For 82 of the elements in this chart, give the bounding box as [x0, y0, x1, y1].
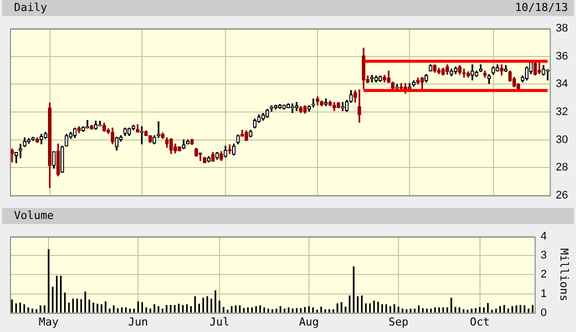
x-tick-label: Oct [470, 315, 490, 328]
x-tick-label: Jul [210, 315, 230, 328]
candlestick [332, 102, 336, 111]
candlestick [524, 66, 529, 80]
candlestick [370, 74, 374, 82]
candlestick [445, 64, 450, 75]
candlestick [60, 146, 64, 173]
candlestick [416, 78, 420, 85]
candlestick [236, 134, 240, 144]
candlestick [500, 64, 504, 76]
x-tick-label: Sep [388, 315, 408, 328]
y-tick-label: 2 [540, 268, 547, 281]
candlestick [178, 146, 182, 152]
candlestick [110, 128, 114, 144]
candlestick [362, 48, 366, 90]
y-tick-label: 32 [556, 106, 568, 118]
candlestick [378, 76, 382, 82]
candlestick [244, 130, 248, 141]
candlestick [136, 124, 140, 132]
candlestick [441, 68, 445, 76]
candlestick [165, 137, 169, 148]
y-tick-label: 26 [556, 189, 568, 202]
candlestick [320, 100, 324, 106]
candlestick [312, 98, 316, 108]
candlestick [18, 144, 22, 158]
candlestick [278, 104, 282, 109]
candlestick [261, 113, 265, 121]
chart-title: Daily [14, 0, 48, 16]
y-tick-label: 34 [556, 78, 568, 90]
candlestick [94, 120, 98, 130]
y-tick-label: 28 [556, 162, 568, 174]
candlestick [546, 69, 550, 80]
candlestick [432, 64, 437, 73]
chart-subtitle: 10/18/13 [515, 0, 568, 16]
candlestick [64, 134, 68, 146]
candlestick [474, 70, 478, 77]
candlestick [98, 120, 102, 126]
candlestick [504, 65, 508, 72]
candlestick [328, 100, 332, 106]
candlestick [211, 152, 215, 162]
y-tick-label: 4 [540, 230, 547, 243]
candlestick [496, 64, 500, 72]
chart-title: Volume [14, 208, 54, 224]
x-tick-label: Jun [128, 315, 148, 328]
candlestick [90, 124, 94, 130]
x-tick-label: May [38, 315, 59, 328]
candlestick [248, 130, 252, 138]
candlestick [224, 146, 228, 158]
candlestick [487, 74, 491, 84]
y-tick-label: 0 [540, 306, 547, 319]
candlestick [491, 66, 496, 75]
candlestick [123, 128, 127, 136]
candlestick [215, 152, 219, 160]
y-tick-label: 1 [540, 288, 547, 300]
candlestick [470, 64, 474, 80]
candlestick [190, 138, 194, 145]
candlestick [420, 76, 424, 92]
candlestick [450, 68, 454, 76]
candlestick [428, 64, 432, 72]
candlestick [44, 132, 48, 139]
candlestick [132, 124, 136, 130]
candlestick [56, 144, 60, 176]
candlestick [77, 126, 81, 134]
candlestick [542, 65, 546, 76]
y-tick-label: 3 [540, 250, 547, 262]
candlestick [533, 62, 537, 76]
candlestick [232, 144, 236, 156]
candlestick [282, 104, 286, 110]
candlestick [202, 156, 206, 164]
candlestick [462, 68, 466, 78]
y-tick-label: 38 [556, 22, 568, 35]
y-tick-label: 36 [556, 50, 568, 62]
candlestick [290, 103, 294, 114]
candlestick [303, 105, 307, 114]
candlestick [316, 96, 320, 106]
y-tick-label: 30 [556, 134, 568, 146]
candlestick [52, 151, 56, 169]
candlestick [336, 102, 340, 108]
candlestick [358, 89, 362, 123]
y-axis-title: Millions [558, 248, 571, 302]
candlestick [382, 74, 386, 82]
x-tick-label: Aug [299, 315, 319, 328]
